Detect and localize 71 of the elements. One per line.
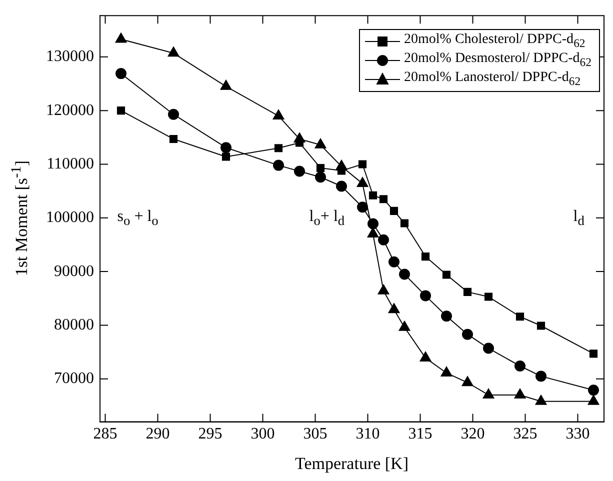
x-tick-label: 305 [303,426,328,443]
point [420,351,432,362]
point [440,366,452,376]
point [399,268,410,280]
point [274,144,283,152]
annotation: l$_{d}$ [573,208,584,228]
point [463,288,472,296]
x-tick-label: 285 [93,426,118,443]
point [316,164,325,172]
point [535,394,547,405]
point [273,160,284,171]
legend-label: 20mol% Desmosterol/ DPPC-d$_{62}$ [404,51,592,69]
point [220,142,232,154]
point [294,132,306,143]
point [536,322,546,330]
point [484,292,493,301]
point [294,166,305,177]
y-tick-label: 120000 [46,102,94,119]
point [514,388,526,398]
y-tick-label: 100000 [46,209,94,226]
y-tick-label: 130000 [46,48,94,66]
point [588,394,600,405]
point [357,202,368,213]
point [378,284,390,294]
y-tick-label: 70000 [54,370,94,388]
legend-label: 20mol% Cholesterol/ DPPC-d$_{62}$ [404,32,586,50]
point [168,108,179,120]
point [222,152,230,161]
point [358,160,367,168]
point [483,342,494,354]
point [482,388,494,398]
x-tick-label: 320 [460,426,485,443]
y-tick-label: 80000 [54,316,94,334]
x-axis-title: Temperature [K] [295,454,408,473]
point [116,68,126,80]
y-tick-label: 110000 [46,155,94,172]
point [169,134,178,144]
point [589,350,598,358]
point [400,219,409,228]
point [588,384,599,396]
x-tick-label: 300 [250,426,275,443]
x-tick-label: 290 [146,426,170,443]
annotation: s$_{o}$ + l$_{o}$ [117,208,158,228]
point [516,312,524,321]
x-tick-label: 310 [356,426,380,443]
point [420,290,431,302]
x-tick-label: 295 [198,426,222,443]
x-tick-label: 325 [513,426,538,443]
y-tick-label: 90000 [54,262,94,280]
point [116,106,126,115]
point [315,172,326,183]
point [462,376,474,386]
point [356,177,368,188]
point [336,180,347,192]
point [514,360,526,372]
point [462,328,473,340]
point [398,320,410,331]
point [390,206,398,215]
point [379,195,388,204]
x-tick-label: 330 [566,426,590,443]
x-tick-label: 315 [408,426,432,443]
legend-label: 20mol% Lanosterol/ DPPC-d$_{62}$ [404,70,581,88]
point [368,191,378,200]
point [388,303,400,314]
point [441,310,452,322]
point [421,252,430,261]
point [378,234,389,246]
point [388,256,400,268]
annotation: l$_{o}$+ l$_{d}$ [309,208,345,228]
point [442,270,451,279]
point [536,370,546,382]
